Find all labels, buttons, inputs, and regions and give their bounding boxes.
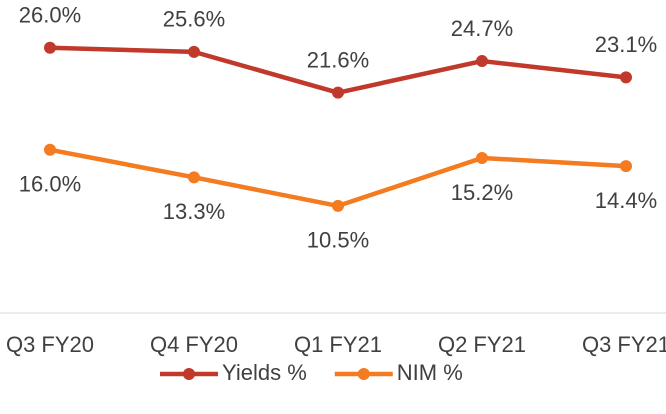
point xyxy=(620,71,632,84)
legend-label: Yields % xyxy=(222,360,307,385)
point xyxy=(188,171,200,184)
data-label: 21.6% xyxy=(307,47,369,72)
x-tick-label: Q3 FY20 xyxy=(6,332,94,357)
x-tick-label: Q2 FY21 xyxy=(438,332,526,357)
data-label: 15.2% xyxy=(451,180,513,205)
data-label: 10.5% xyxy=(307,228,369,253)
point xyxy=(332,86,344,99)
data-label: 24.7% xyxy=(451,16,513,41)
series-line xyxy=(49,147,627,209)
point xyxy=(476,151,488,164)
point xyxy=(44,41,56,54)
x-tick-label: Q3 FY21 xyxy=(582,332,666,357)
x-tick-label: Q1 FY21 xyxy=(294,332,382,357)
data-label: 16.0% xyxy=(19,172,81,197)
data-label: 14.4% xyxy=(595,188,657,213)
data-label: 26.0% xyxy=(19,3,81,28)
x-tick-label: Q4 FY20 xyxy=(150,332,238,357)
point xyxy=(44,143,56,156)
point xyxy=(332,199,344,212)
data-label: 13.3% xyxy=(163,199,225,224)
point xyxy=(476,55,488,68)
point xyxy=(188,45,200,58)
legend-marker xyxy=(183,368,195,380)
legend-marker xyxy=(357,368,370,380)
legend-label: NIM % xyxy=(397,360,463,385)
point xyxy=(620,160,632,173)
data-label: 25.6% xyxy=(163,7,225,32)
data-label: 23.1% xyxy=(595,32,657,57)
